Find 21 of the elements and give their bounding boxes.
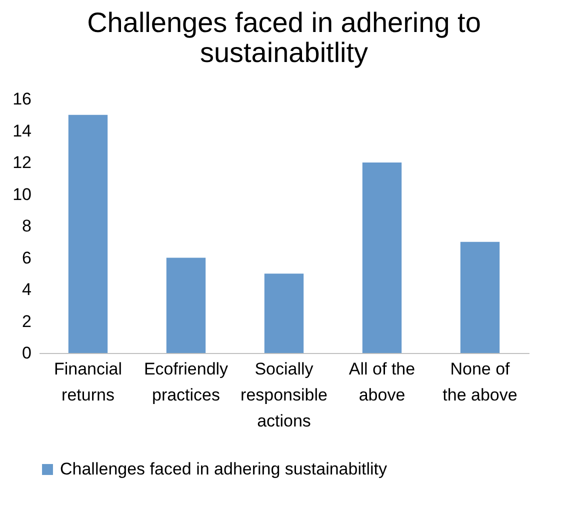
x-tick-label: None of the above [442,360,518,404]
y-tick-label: 2 [22,312,32,331]
bar [362,162,402,353]
y-tick-label: 10 [12,184,32,204]
bar [68,114,108,353]
chart-title: Challenges faced in adhering to sustainabitlity [87,7,481,68]
y-tick-label: 0 [22,344,32,362]
x-tick-label: Financial returns [54,360,122,404]
y-tick-label: 8 [22,216,32,236]
legend-label: Challenges faced in adhering sustainabitlity [60,460,388,478]
bar [264,274,304,353]
y-tick-label: 4 [22,280,32,299]
y-tick-label: 16 [12,90,32,108]
y-tick-label: 12 [12,153,32,172]
x-tick-label: Ecofriendly practices [144,360,229,404]
bar [166,258,206,353]
x-tick-label: Socially responsible actions [240,360,328,430]
y-tick-label: 14 [12,121,32,140]
x-tick-label: All of the above [348,360,416,404]
y-tick-label: 6 [22,248,32,268]
bar [460,242,500,353]
